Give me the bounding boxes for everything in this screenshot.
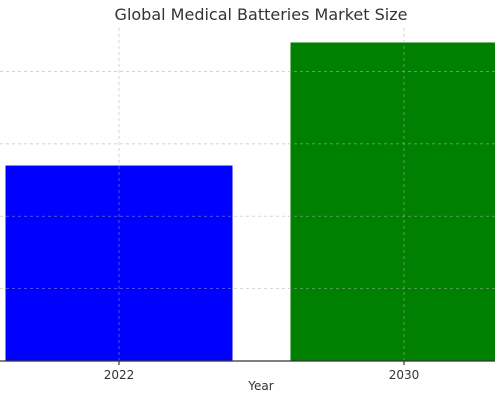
x-tick-label-2022: 2022 bbox=[104, 368, 135, 382]
grid-overlay bbox=[0, 28, 495, 361]
x-ticks: 2022 2030 bbox=[104, 361, 420, 382]
chart-title: Global Medical Batteries Market Size bbox=[115, 5, 408, 24]
bar-2030 bbox=[290, 42, 495, 361]
x-tick-label-2030: 2030 bbox=[389, 368, 420, 382]
x-axis-label: Year bbox=[247, 379, 273, 393]
bars-layer bbox=[5, 42, 495, 361]
